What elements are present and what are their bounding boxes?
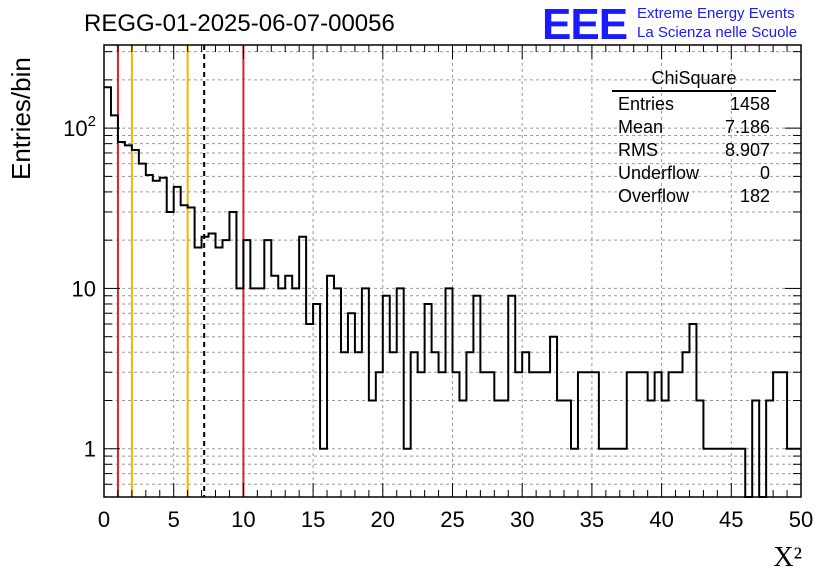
plot-background [104,45,801,497]
logo-caption-line2: La Scienza nelle Scuole [637,24,798,41]
y-tick-label: 102 [63,113,96,141]
stats-label: Entries [618,94,675,114]
x-tick-label: 5 [168,507,180,532]
stats-label: Underflow [618,163,700,183]
logo-caption-line1: Extreme Energy Events [637,5,795,22]
eee-logo: EEE [542,0,628,49]
stats-value: 1458 [729,94,770,114]
stats-row-entries: Entries 1458 [612,93,776,116]
stats-value: 182 [739,186,770,206]
stats-row-rms: RMS 8.907 [612,139,776,162]
y-tick-label: 10 [72,276,96,301]
logo-caption: Extreme Energy Events La Scienza nelle S… [637,4,797,42]
x-tick-label: 40 [649,507,673,532]
x-tick-label: 0 [98,507,110,532]
stats-box: ChiSquare Entries 1458 Mean 7.186 RMS 8.… [612,68,776,208]
stats-row-underflow: Underflow 0 [612,162,776,185]
stats-value: 8.907 [724,140,770,160]
x-tick-label: 15 [301,507,325,532]
x-tick-label: 10 [231,507,255,532]
chart-title: REGG-01-2025-06-07-00056 [84,10,395,37]
x-tick-label: 50 [789,507,813,532]
stats-row-mean: Mean 7.186 [612,116,776,139]
axis-ticks [103,45,802,498]
x-tick-label: 20 [371,507,395,532]
y-tick-exponent: 2 [88,113,96,130]
y-tick-label: 1 [84,437,96,462]
stats-label: Mean [618,117,664,137]
stats-value: 0 [759,163,770,183]
histogram-series [104,86,801,498]
x-tick-label: 45 [719,507,743,532]
x-tick-label: 35 [580,507,604,532]
stats-row-overflow: Overflow 182 [612,185,776,208]
x-tick-label: 30 [510,507,534,532]
stats-value: 7.186 [724,117,770,137]
stats-label: Overflow [618,186,690,206]
x-axis-label: X² [773,542,802,572]
y-axis-label: Entries/bin [6,57,36,180]
stats-label: RMS [618,140,658,160]
x-tick-label: 25 [440,507,464,532]
stats-box-title: ChiSquare [612,68,776,92]
